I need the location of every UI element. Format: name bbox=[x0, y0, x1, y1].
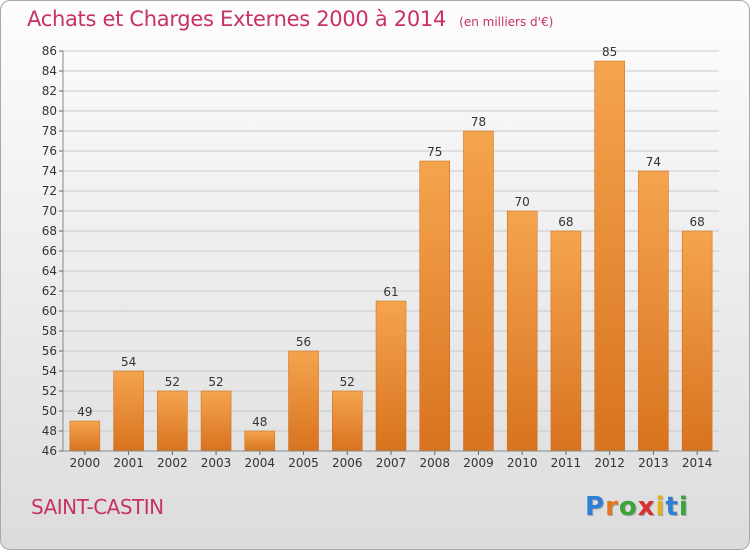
logo-letter: i bbox=[655, 492, 666, 522]
y-tick-label: 50 bbox=[42, 404, 57, 418]
y-tick-label: 46 bbox=[42, 444, 57, 458]
logo-letter: x bbox=[637, 492, 656, 522]
x-tick-label: 2003 bbox=[201, 456, 232, 470]
data-label: 54 bbox=[121, 355, 136, 369]
y-tick-label: 62 bbox=[42, 284, 57, 298]
y-tick-label: 66 bbox=[42, 244, 57, 258]
y-tick-label: 70 bbox=[42, 204, 57, 218]
data-label: 70 bbox=[515, 195, 530, 209]
bar bbox=[594, 60, 625, 452]
chart-unit: (en milliers d'€) bbox=[459, 15, 554, 29]
y-tick-label: 72 bbox=[42, 184, 57, 198]
bar bbox=[157, 390, 188, 452]
data-label: 85 bbox=[602, 45, 617, 59]
bar bbox=[288, 350, 319, 452]
proxiti-logo: Proxiti bbox=[585, 492, 689, 522]
data-label: 68 bbox=[689, 215, 704, 229]
x-tick-label: 2014 bbox=[682, 456, 713, 470]
chart-title: Achats et Charges Externes 2000 à 2014 bbox=[27, 7, 447, 31]
y-tick-label: 64 bbox=[42, 264, 57, 278]
bar bbox=[463, 130, 494, 452]
data-label: 48 bbox=[252, 415, 267, 429]
data-label: 68 bbox=[558, 215, 573, 229]
x-tick-label: 2004 bbox=[245, 456, 276, 470]
bar bbox=[638, 170, 669, 452]
x-tick-label: 2005 bbox=[288, 456, 319, 470]
y-tick-label: 58 bbox=[42, 324, 57, 338]
y-tick-label: 60 bbox=[42, 304, 57, 318]
data-label: 61 bbox=[383, 285, 398, 299]
bar bbox=[244, 430, 276, 452]
data-label: 52 bbox=[165, 375, 180, 389]
y-tick-label: 56 bbox=[42, 344, 57, 358]
bar bbox=[200, 390, 232, 452]
x-tick-label: 2007 bbox=[376, 456, 407, 470]
data-label: 78 bbox=[471, 115, 486, 129]
logo-letter: o bbox=[618, 492, 638, 522]
y-tick-label: 52 bbox=[42, 384, 57, 398]
axes: 46 48 50 52 54 56 58 60 62 64 66 68 70 72 74 76 78 80 82 84… bbox=[42, 44, 719, 470]
y-tick-label: 48 bbox=[42, 424, 57, 438]
bar bbox=[506, 210, 538, 452]
y-tick-label: 76 bbox=[42, 144, 57, 158]
data-label: 74 bbox=[646, 155, 661, 169]
chart-header: Achats et Charges Externes 2000 à 2014 (… bbox=[27, 7, 553, 31]
y-tick-label: 54 bbox=[42, 364, 57, 378]
bars: 49 54 52 52 48 56 52 61 75 78 70 68 85 74 68 bbox=[69, 45, 713, 452]
y-tick-label: 84 bbox=[42, 64, 57, 78]
logo-letter: P bbox=[585, 492, 606, 522]
data-label: 56 bbox=[296, 335, 311, 349]
x-tick-label: 2002 bbox=[157, 456, 188, 470]
y-tick-label: 86 bbox=[42, 44, 57, 58]
bar bbox=[681, 230, 713, 452]
x-tick-label: 2009 bbox=[463, 456, 494, 470]
data-label: 75 bbox=[427, 145, 442, 159]
bar bbox=[113, 370, 144, 452]
y-tick-label: 80 bbox=[42, 104, 57, 118]
bar bbox=[332, 390, 363, 452]
y-tick-label: 82 bbox=[42, 84, 57, 98]
logo-letter: i bbox=[678, 492, 689, 522]
logo-letter: r bbox=[605, 492, 619, 522]
x-tick-label: 2000 bbox=[70, 456, 101, 470]
x-tick-label: 2011 bbox=[551, 456, 582, 470]
bar bbox=[375, 300, 407, 452]
y-tick-label: 74 bbox=[42, 164, 57, 178]
x-tick-label: 2006 bbox=[332, 456, 363, 470]
x-tick-label: 2010 bbox=[507, 456, 538, 470]
x-tick-label: 2008 bbox=[419, 456, 450, 470]
data-label: 52 bbox=[340, 375, 355, 389]
data-label: 49 bbox=[77, 405, 92, 419]
commune-name: SAINT-CASTIN bbox=[31, 495, 164, 519]
bar bbox=[419, 160, 450, 452]
y-tick-label: 68 bbox=[42, 224, 57, 238]
logo-letter: t bbox=[665, 492, 679, 522]
data-label: 52 bbox=[208, 375, 223, 389]
y-tick-label: 78 bbox=[42, 124, 57, 138]
x-tick-label: 2012 bbox=[594, 456, 625, 470]
bar bbox=[69, 420, 101, 452]
bar bbox=[550, 230, 582, 452]
x-tick-label: 2001 bbox=[113, 456, 144, 470]
x-tick-label: 2013 bbox=[638, 456, 669, 470]
